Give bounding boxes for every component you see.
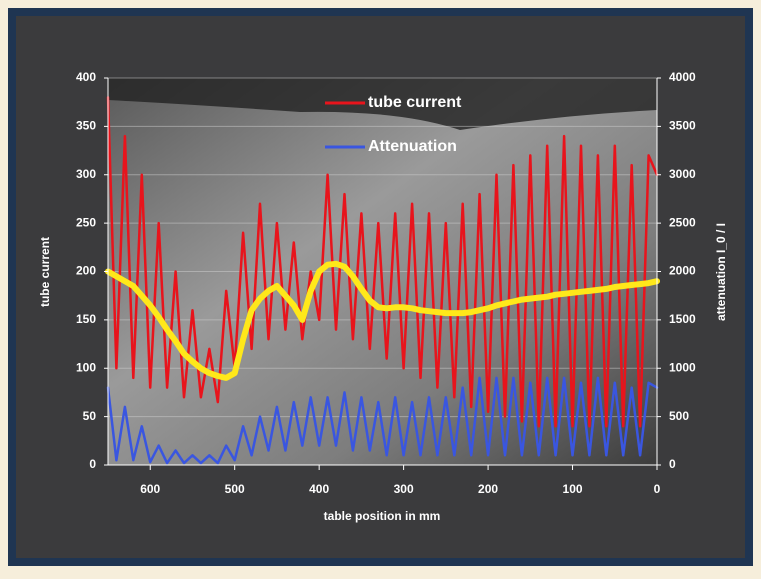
y2-tick-label: 1500 bbox=[669, 312, 696, 326]
y2-tick-label: 2500 bbox=[669, 215, 696, 229]
y2-tick-label: 3000 bbox=[669, 167, 696, 181]
legend-label: tube current bbox=[368, 94, 462, 111]
y-tick-label: 0 bbox=[89, 457, 96, 471]
y2-axis-title: attenuation I_0 / I bbox=[714, 223, 728, 321]
y2-tick-label: 4000 bbox=[669, 70, 696, 84]
x-tick-label: 400 bbox=[309, 482, 329, 496]
y2-tick-label: 2000 bbox=[669, 264, 696, 278]
x-tick-label: 600 bbox=[140, 482, 160, 496]
x-tick-label: 0 bbox=[654, 482, 661, 496]
x-tick-label: 100 bbox=[563, 482, 583, 496]
y-tick-label: 150 bbox=[76, 312, 96, 326]
y2-tick-label: 0 bbox=[669, 457, 676, 471]
page: table position in mm tube current attenu… bbox=[0, 0, 761, 574]
y-tick-label: 350 bbox=[76, 119, 96, 133]
y-tick-label: 200 bbox=[76, 264, 96, 278]
y-tick-label: 100 bbox=[76, 360, 96, 374]
y2-tick-label: 3500 bbox=[669, 119, 696, 133]
y-tick-label: 50 bbox=[83, 409, 97, 423]
y2-tick-label: 1000 bbox=[669, 360, 696, 374]
y2-tick-label: 500 bbox=[669, 409, 689, 423]
x-tick-label: 300 bbox=[394, 482, 414, 496]
y-tick-label: 300 bbox=[76, 167, 96, 181]
x-axis-title: table position in mm bbox=[324, 509, 441, 523]
chart: table position in mm tube current attenu… bbox=[0, 0, 761, 574]
x-tick-label: 500 bbox=[225, 482, 245, 496]
y-tick-label: 400 bbox=[76, 70, 96, 84]
y-axis-title: tube current bbox=[38, 237, 52, 307]
x-tick-label: 200 bbox=[478, 482, 498, 496]
y-tick-label: 250 bbox=[76, 215, 96, 229]
legend-label: Attenuation bbox=[368, 138, 457, 155]
